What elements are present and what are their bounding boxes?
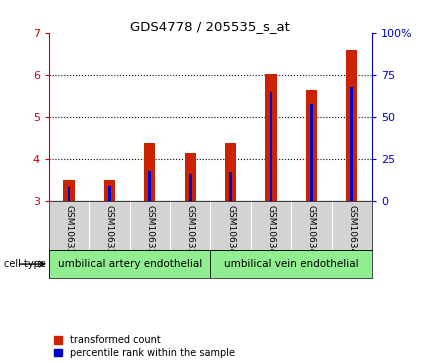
Bar (346, 50, 357, 201)
Bar (104, 180, 115, 201)
Text: umbilical vein endothelial: umbilical vein endothelial (224, 259, 358, 269)
Text: umbilical artery endothelial: umbilical artery endothelial (57, 259, 202, 269)
Text: GSM1063396: GSM1063396 (65, 205, 74, 266)
Bar (108, 186, 111, 201)
Bar (144, 143, 156, 201)
Text: GSM1063408: GSM1063408 (347, 205, 356, 266)
Text: GSM1063407: GSM1063407 (307, 205, 316, 266)
Bar (148, 171, 151, 201)
Bar (225, 143, 236, 201)
Bar (310, 105, 313, 201)
Text: GSM1063398: GSM1063398 (145, 205, 154, 266)
Bar (210, 250, 372, 278)
Text: cell type: cell type (4, 259, 46, 269)
Text: GSM1063397: GSM1063397 (105, 205, 114, 266)
Text: GSM1063399: GSM1063399 (186, 205, 195, 266)
Bar (63, 180, 75, 201)
Bar (229, 172, 232, 201)
Bar (189, 175, 192, 201)
Bar (269, 92, 272, 201)
Bar (49, 250, 210, 278)
Bar (350, 87, 353, 201)
Bar (306, 90, 317, 201)
Text: GDS4778 / 205535_s_at: GDS4778 / 205535_s_at (130, 20, 290, 33)
Bar (184, 153, 196, 201)
Bar (68, 187, 71, 201)
Bar (265, 74, 277, 201)
Text: GSM1063405: GSM1063405 (226, 205, 235, 266)
Legend: transformed count, percentile rank within the sample: transformed count, percentile rank withi… (54, 335, 235, 358)
Text: GSM1063406: GSM1063406 (266, 205, 275, 266)
